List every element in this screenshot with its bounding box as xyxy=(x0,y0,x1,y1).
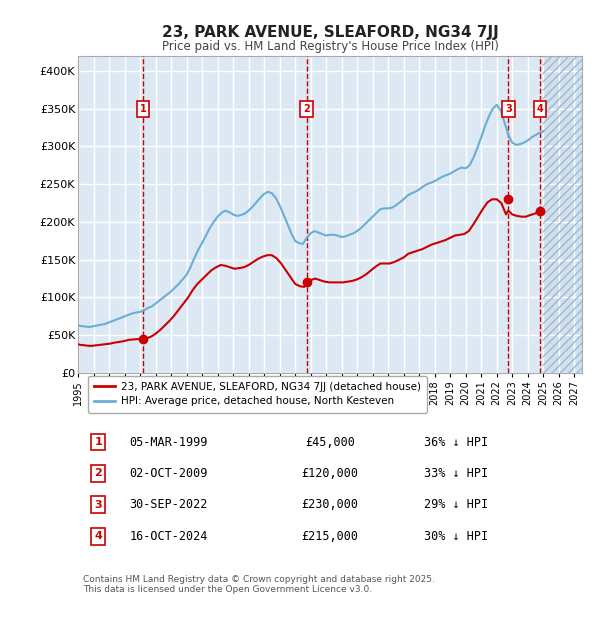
Text: 3: 3 xyxy=(505,104,512,113)
Text: 2: 2 xyxy=(304,104,310,113)
Text: £230,000: £230,000 xyxy=(302,498,359,511)
Text: 23, PARK AVENUE, SLEAFORD, NG34 7JJ: 23, PARK AVENUE, SLEAFORD, NG34 7JJ xyxy=(161,25,499,40)
Text: 2: 2 xyxy=(94,468,102,479)
Text: 16-OCT-2024: 16-OCT-2024 xyxy=(130,529,208,542)
Text: £120,000: £120,000 xyxy=(302,467,359,480)
Legend: 23, PARK AVENUE, SLEAFORD, NG34 7JJ (detached house), HPI: Average price, detach: 23, PARK AVENUE, SLEAFORD, NG34 7JJ (det… xyxy=(88,376,427,412)
Text: 29% ↓ HPI: 29% ↓ HPI xyxy=(424,498,488,511)
Text: 36% ↓ HPI: 36% ↓ HPI xyxy=(424,435,488,448)
Text: Price paid vs. HM Land Registry's House Price Index (HPI): Price paid vs. HM Land Registry's House … xyxy=(161,40,499,53)
Text: £215,000: £215,000 xyxy=(302,529,359,542)
Text: 05-MAR-1999: 05-MAR-1999 xyxy=(130,435,208,448)
Text: 30-SEP-2022: 30-SEP-2022 xyxy=(130,498,208,511)
Text: 3: 3 xyxy=(94,500,102,510)
Text: Contains HM Land Registry data © Crown copyright and database right 2025.
This d: Contains HM Land Registry data © Crown c… xyxy=(83,575,435,594)
Text: 1: 1 xyxy=(94,437,102,447)
Text: £45,000: £45,000 xyxy=(305,435,355,448)
Bar xyxy=(543,56,582,373)
Text: 4: 4 xyxy=(94,531,102,541)
Bar xyxy=(543,56,582,373)
Text: 02-OCT-2009: 02-OCT-2009 xyxy=(130,467,208,480)
Text: 33% ↓ HPI: 33% ↓ HPI xyxy=(424,467,488,480)
Text: 4: 4 xyxy=(536,104,544,113)
Text: 30% ↓ HPI: 30% ↓ HPI xyxy=(424,529,488,542)
Text: 1: 1 xyxy=(139,104,146,113)
